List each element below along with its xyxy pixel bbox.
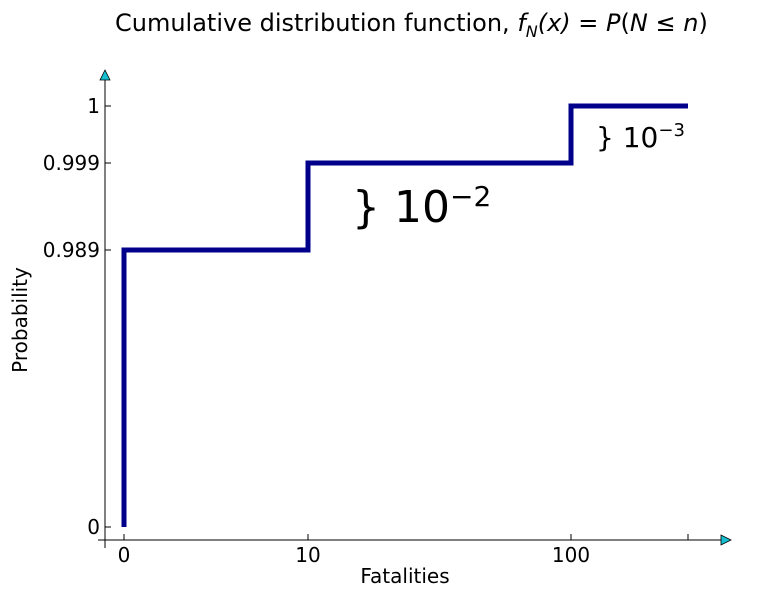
x-axis-label: Fatalities bbox=[360, 564, 449, 588]
y-tick-label: 0.989 bbox=[43, 238, 100, 262]
x-tick-label: 100 bbox=[552, 543, 590, 567]
y-tick-label: 0 bbox=[87, 515, 100, 539]
y-axis-label: Probability bbox=[8, 267, 32, 373]
y-tick-label: 1 bbox=[87, 94, 100, 118]
y-tick-label: 0.999 bbox=[43, 151, 100, 175]
chart-title: Cumulative distribution function, fN(x) … bbox=[115, 9, 708, 41]
x-axis-arrow-icon bbox=[720, 534, 732, 546]
x-tick-label: 10 bbox=[295, 543, 320, 567]
annotation-10-minus-3: } 10−3 bbox=[596, 120, 685, 154]
x-tick-label: 0 bbox=[118, 543, 131, 567]
x-ticks: 0 10 100 bbox=[104, 534, 689, 567]
y-axis-arrow-icon bbox=[99, 69, 111, 81]
cdf-step-line bbox=[121, 103, 688, 527]
annotation-10-minus-2: } 10−2 bbox=[352, 180, 491, 233]
y-ticks: 0 0.989 0.999 1 bbox=[43, 94, 111, 539]
